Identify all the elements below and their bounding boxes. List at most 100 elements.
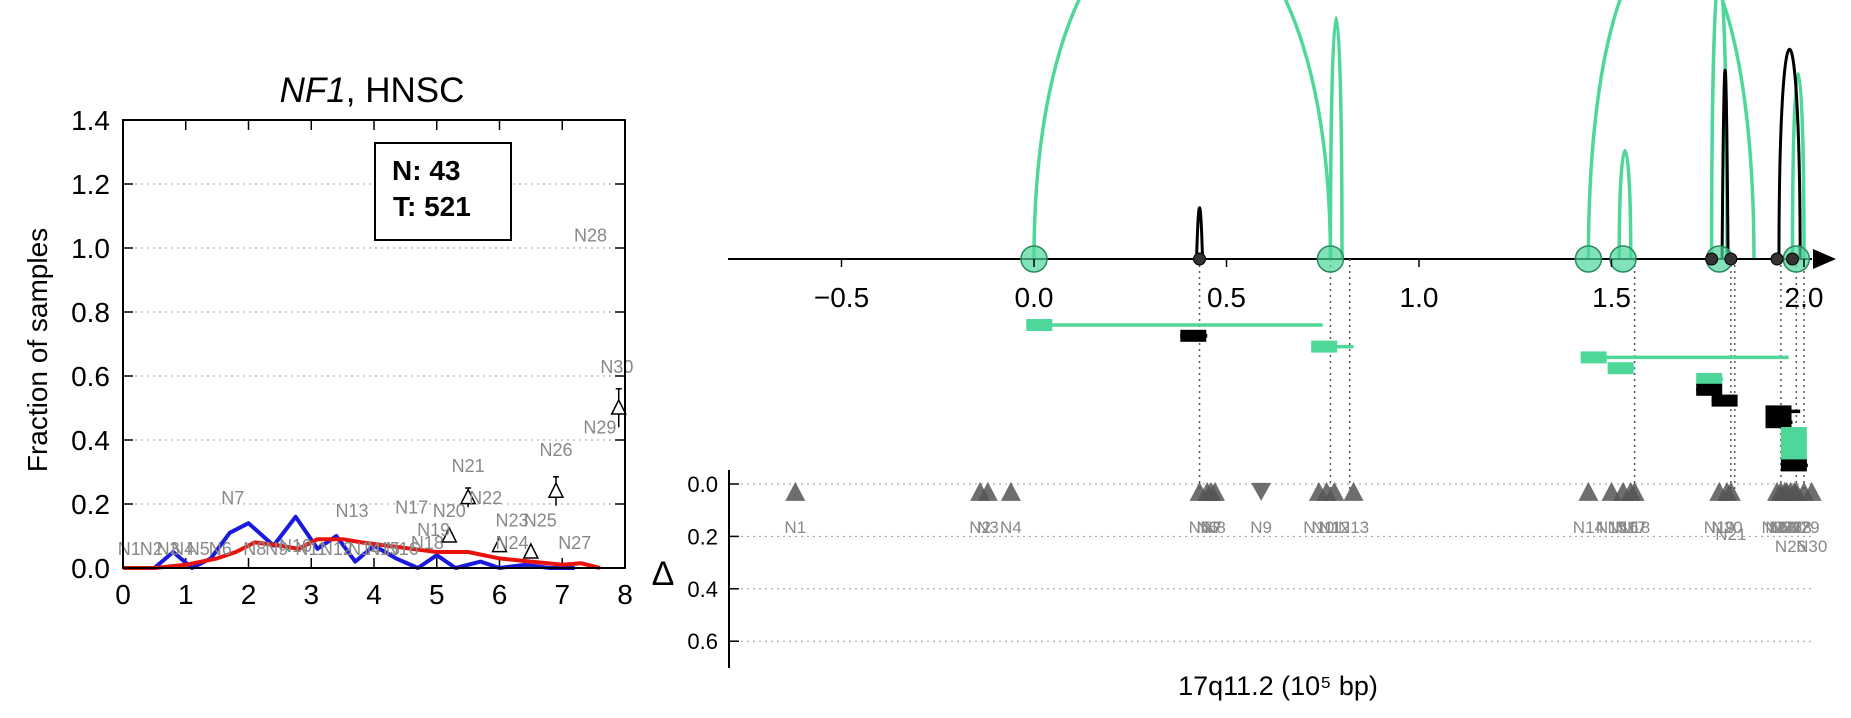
right-panel: −0.5 0.0 0.5 1.0 1.5 2.0 0.00.20.40.6 Δ N1 N2N… (652, 0, 1836, 701)
x-tick-label: 3 (303, 579, 319, 610)
delta-marker-label: N13 (1338, 518, 1369, 537)
delta-marker-label: N27 (1779, 518, 1810, 537)
delta-marker (977, 481, 998, 501)
delta-marker-label: N2 (969, 518, 991, 537)
green-node (1574, 245, 1603, 273)
annotation-label: N10 (279, 536, 312, 556)
annotation-label: N16 (386, 539, 419, 559)
x-tick-label: 6 (492, 579, 508, 610)
x-tick-label: 7 (554, 579, 570, 610)
triangle-point (491, 535, 508, 553)
left-axis-ticks: 0.0 0.2 0.4 0.6 0.8 1.0 1.2 1.4 0 1 2 3 4 5 6 7 8 (71, 105, 633, 610)
annotation-label: N3 (157, 539, 180, 559)
annotation-label: N27 (558, 533, 591, 553)
annotation-label: N14 (348, 539, 381, 559)
delta-marker-label: N24 (1769, 518, 1800, 537)
left-y-axis-label: Fraction of samples (22, 228, 53, 472)
delta-marker-label: N19 (1704, 518, 1735, 537)
delta-marker-label: N17 (1615, 518, 1646, 537)
annotation-label: N25 (524, 510, 557, 530)
annotation-label: N28 (574, 226, 607, 246)
delta-marker-label: N29 (1788, 518, 1819, 537)
x-tick-label: 1.5 (1592, 282, 1631, 313)
delta-axis-ticks: 0.0 0.2 0.4 0.6 (687, 472, 739, 654)
delta-marker (1624, 481, 1645, 501)
black-node (1193, 252, 1207, 266)
annotation-label: N19 (417, 520, 450, 540)
red-series-line (123, 537, 601, 570)
delta-marker (785, 481, 806, 501)
annotation-label: N18 (411, 533, 444, 553)
triangle-point (459, 487, 477, 505)
delta-marker-label: N8 (1204, 518, 1226, 537)
segment-bars (1026, 319, 1808, 472)
left-title: NF1, HNSC (280, 71, 465, 110)
delta-marker-label: N12 (1319, 518, 1350, 537)
delta-marker-label: N30 (1796, 537, 1827, 556)
left-triangle-points (441, 388, 627, 559)
delta-gridlines (729, 483, 1812, 642)
green-arc (1586, 0, 1756, 260)
y-tick-label: 0.2 (71, 489, 110, 520)
annotation-label: N24 (496, 533, 529, 553)
delta-marker-label: N10 (1303, 518, 1334, 537)
delta-marker-label: N5 (1189, 518, 1211, 537)
delta-marker (1204, 481, 1225, 501)
arc-layer (1032, 0, 1806, 260)
annotation-label: N8 (243, 539, 266, 559)
delta-marker (1578, 481, 1599, 501)
tumor-count: T: 521 (393, 191, 471, 222)
delta-marker-label: N9 (1250, 518, 1272, 537)
annotation-label: N30 (600, 357, 633, 377)
x-tick-label: 2.0 (1785, 282, 1824, 313)
annotation-label: N13 (336, 501, 369, 521)
annotation-label: N29 (583, 418, 616, 438)
annotation-label: N15 (367, 539, 400, 559)
y-tick-label: 1.4 (71, 105, 110, 136)
delta-marker-label: N23 (1765, 518, 1796, 537)
green-arc (1328, 16, 1344, 260)
x-tick-label: 0 (115, 579, 131, 610)
annotation-label: N9 (265, 539, 288, 559)
x-tick-label: 4 (366, 579, 382, 610)
genomic-axis-label: 17q11.2 (10⁵ bp) (1178, 671, 1378, 701)
annotation-label: N7 (221, 488, 244, 508)
annotation-label: N4 (171, 539, 194, 559)
x-tick-label: 8 (617, 579, 633, 610)
annotation-label: N12 (320, 539, 353, 559)
delta-marker-label: N4 (1000, 518, 1022, 537)
green-node (1316, 245, 1345, 273)
y-tick-label: 1.2 (71, 169, 110, 200)
annotation-label: N6 (209, 539, 232, 559)
black-node (1770, 252, 1784, 266)
triangle-point (610, 398, 627, 415)
green-arc (1617, 148, 1633, 260)
annotation-label: N1 (118, 539, 141, 559)
delta-marker (1324, 481, 1345, 501)
annotation-label: N26 (539, 440, 572, 460)
delta-marker-label: N7 (1200, 518, 1222, 537)
delta-axis-label: Δ (652, 555, 675, 593)
delta-marker-label: N22 (1761, 518, 1792, 537)
delta-marker (1000, 481, 1021, 501)
x-tick-label: 1 (178, 579, 194, 610)
axis-arrowhead (1813, 249, 1836, 269)
x-tick-label: 0.0 (1015, 282, 1054, 313)
annotation-label: N23 (496, 510, 529, 530)
delta-marker-label: N21 (1715, 525, 1746, 544)
x-tick-label: 2 (241, 579, 257, 610)
delta-tick-label: 0.4 (687, 577, 718, 602)
y-tick-label: 0.6 (71, 361, 110, 392)
left-panel: NF1, HNSC Fraction of samples 0.00.20.40… (22, 71, 633, 610)
genomic-axis-ticks: −0.5 0.0 0.5 1.0 1.5 2.0 (814, 259, 1824, 313)
annotation-label: N20 (433, 501, 466, 521)
annotation-label: N11 (295, 539, 327, 559)
black-arc (1195, 206, 1205, 260)
triangle-point (547, 481, 565, 498)
black-arc (1777, 48, 1802, 260)
y-tick-label: 0.4 (71, 425, 110, 456)
annotation-label: N21 (452, 456, 485, 476)
delta-marker-label: N1 (784, 518, 806, 537)
